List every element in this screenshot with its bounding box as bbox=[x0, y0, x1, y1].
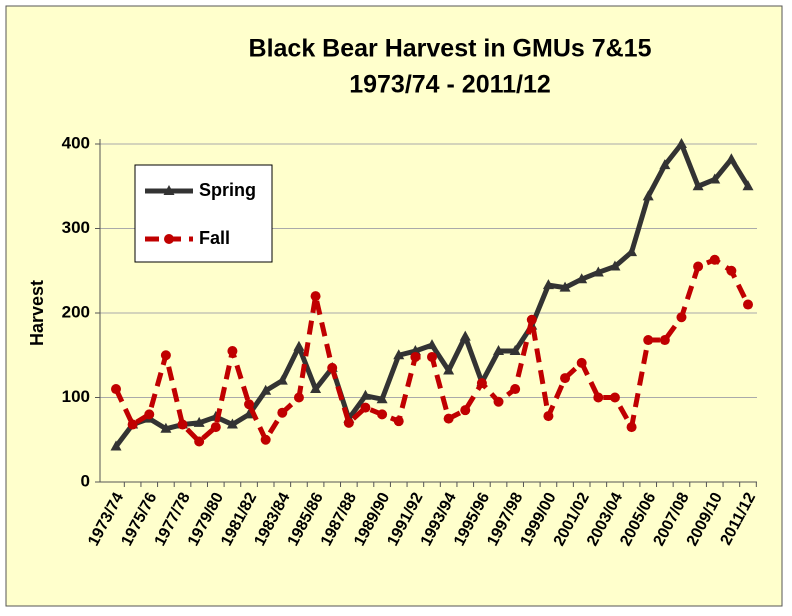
data-point bbox=[643, 335, 654, 346]
data-point bbox=[493, 345, 505, 356]
data-point bbox=[244, 399, 255, 410]
data-point bbox=[144, 409, 155, 420]
legend-label: Fall bbox=[199, 228, 230, 248]
data-point bbox=[576, 357, 587, 368]
data-point bbox=[194, 436, 205, 447]
data-point bbox=[459, 330, 471, 341]
data-point bbox=[293, 340, 305, 351]
data-point bbox=[526, 314, 537, 325]
data-point bbox=[293, 392, 304, 403]
data-point bbox=[543, 411, 554, 422]
chart-frame bbox=[5, 5, 783, 607]
data-point bbox=[542, 279, 554, 290]
data-point bbox=[177, 419, 188, 430]
y-tick-label: 400 bbox=[62, 133, 90, 152]
data-point bbox=[393, 349, 405, 360]
data-point bbox=[675, 138, 687, 148]
data-point bbox=[111, 384, 121, 395]
data-point bbox=[393, 416, 404, 427]
data-point bbox=[443, 364, 455, 375]
data-point bbox=[210, 422, 221, 433]
data-point bbox=[693, 261, 704, 272]
data-point bbox=[592, 266, 604, 277]
chart-title: Black Bear Harvest in GMUs 7&15 bbox=[249, 35, 652, 63]
data-point bbox=[659, 159, 671, 170]
data-point bbox=[226, 418, 238, 429]
data-point bbox=[277, 407, 288, 418]
y-axis-label: Harvest bbox=[27, 280, 47, 346]
data-point bbox=[127, 419, 138, 430]
data-point bbox=[493, 396, 504, 407]
data-point bbox=[227, 346, 238, 357]
data-point bbox=[443, 413, 454, 424]
data-point bbox=[460, 405, 471, 416]
data-point bbox=[410, 351, 421, 362]
data-point bbox=[509, 345, 521, 356]
data-point bbox=[709, 254, 720, 265]
data-point bbox=[276, 374, 288, 385]
data-point bbox=[726, 265, 737, 276]
data-point bbox=[110, 440, 122, 451]
data-point bbox=[426, 339, 438, 350]
data-point bbox=[560, 373, 571, 384]
data-point bbox=[377, 409, 388, 420]
data-point bbox=[260, 434, 271, 445]
data-point bbox=[260, 384, 272, 395]
data-point bbox=[193, 416, 205, 427]
legend-marker bbox=[164, 234, 174, 244]
data-point bbox=[609, 392, 620, 403]
legend-marker bbox=[163, 185, 175, 195]
data-point bbox=[510, 384, 521, 395]
data-point bbox=[725, 153, 737, 164]
data-point bbox=[310, 291, 321, 302]
data-point bbox=[360, 402, 371, 413]
data-point bbox=[310, 383, 322, 394]
data-point bbox=[642, 190, 654, 201]
data-point bbox=[676, 312, 687, 323]
data-point bbox=[743, 299, 753, 310]
data-point bbox=[343, 417, 354, 428]
data-point bbox=[327, 362, 338, 373]
data-point bbox=[359, 389, 371, 400]
data-point bbox=[659, 335, 670, 346]
data-point bbox=[160, 422, 172, 433]
data-point bbox=[692, 180, 704, 191]
data-point bbox=[626, 246, 638, 257]
y-tick-label: 100 bbox=[62, 387, 90, 406]
chart-subtitle: 1973/74 - 2011/12 bbox=[349, 71, 551, 99]
data-point bbox=[626, 422, 637, 433]
y-tick-label: 0 bbox=[81, 471, 90, 490]
legend-box bbox=[134, 164, 273, 263]
legend-label: Spring bbox=[199, 180, 256, 200]
data-point bbox=[376, 393, 388, 404]
data-point bbox=[559, 281, 571, 292]
data-point bbox=[409, 345, 421, 356]
data-point bbox=[576, 273, 588, 284]
data-point bbox=[709, 173, 721, 184]
y-tick-label: 300 bbox=[62, 218, 90, 237]
y-tick-label: 200 bbox=[62, 302, 90, 321]
data-point bbox=[427, 351, 437, 362]
data-point bbox=[593, 392, 604, 403]
data-point bbox=[609, 260, 621, 271]
data-point bbox=[742, 180, 754, 191]
data-point bbox=[476, 378, 487, 389]
data-point bbox=[160, 350, 171, 361]
